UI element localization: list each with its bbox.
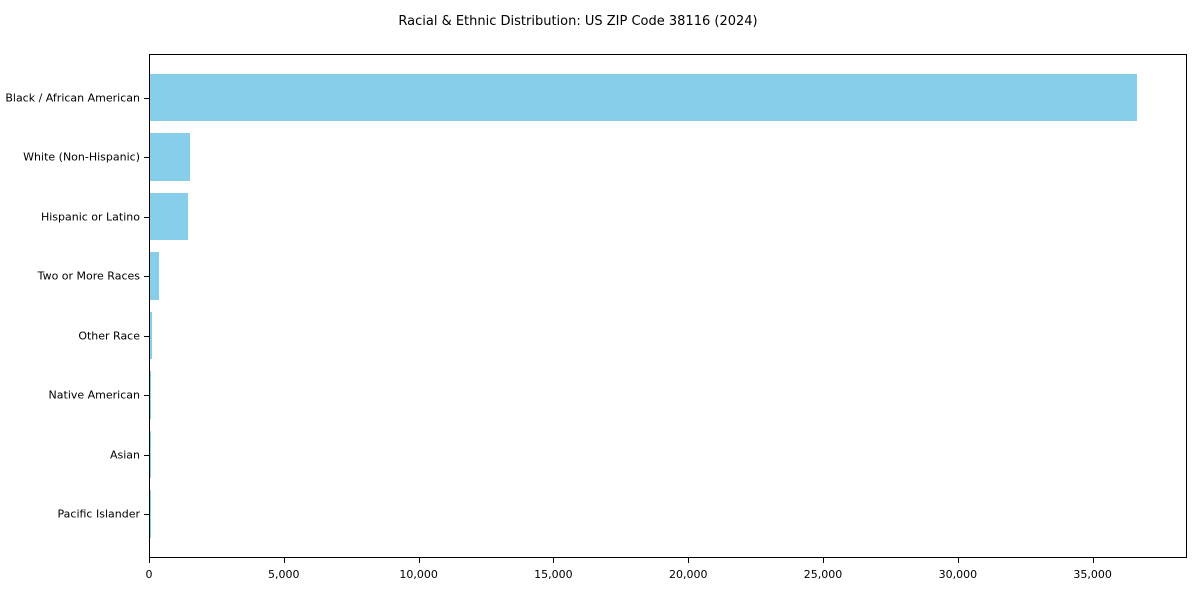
y-tick-mark <box>144 395 149 397</box>
y-tick-label: Two or More Races <box>37 269 140 283</box>
y-tick-mark <box>144 216 149 218</box>
x-tick-label: 0 <box>145 568 153 581</box>
y-tick-mark <box>144 97 149 99</box>
chart-title: Racial & Ethnic Distribution: US ZIP Cod… <box>398 14 758 29</box>
bar-white-non-hispanic <box>150 133 191 181</box>
y-tick-mark <box>144 157 149 159</box>
y-tick-label: Black / African American <box>5 91 140 104</box>
y-tick-label: Hispanic or Latino <box>40 210 140 224</box>
x-tick-label: 15,000 <box>534 568 573 581</box>
y-tick-mark <box>144 514 149 516</box>
x-tick-mark <box>957 558 959 563</box>
x-tick-label: 25,000 <box>803 568 843 581</box>
y-tick-label: White (Non-Hispanic) <box>23 150 140 164</box>
x-tick-mark <box>149 558 150 563</box>
y-tick-label: Asian <box>109 448 140 462</box>
x-tick-label: 10,000 <box>399 568 438 581</box>
y-tick-label: Native American <box>48 388 140 402</box>
x-tick-label: 35,000 <box>1073 568 1112 581</box>
y-tick-mark <box>144 335 149 337</box>
bar-two-or-more-races <box>150 252 160 300</box>
x-tick-mark <box>418 558 420 563</box>
x-tick-mark <box>823 558 825 563</box>
y-tick-mark <box>144 454 149 456</box>
y-tick-mark <box>144 276 149 278</box>
x-tick-label: 5,000 <box>268 568 300 581</box>
y-tick-label: Other Race <box>78 329 140 343</box>
bar-black-african-american <box>150 73 1137 122</box>
x-tick-mark <box>283 558 285 563</box>
x-tick-mark <box>688 558 690 563</box>
x-tick-label: 20,000 <box>668 568 708 581</box>
plot-area <box>149 54 1187 558</box>
bar-hispanic-or-latino <box>150 192 188 241</box>
x-tick-label: 30,000 <box>938 568 978 581</box>
bar-other-race <box>150 311 153 360</box>
y-tick-label: Pacific Islander <box>57 507 140 521</box>
x-tick-mark <box>553 558 555 563</box>
x-tick-mark <box>1092 558 1094 563</box>
bar-native-american <box>150 371 151 419</box>
